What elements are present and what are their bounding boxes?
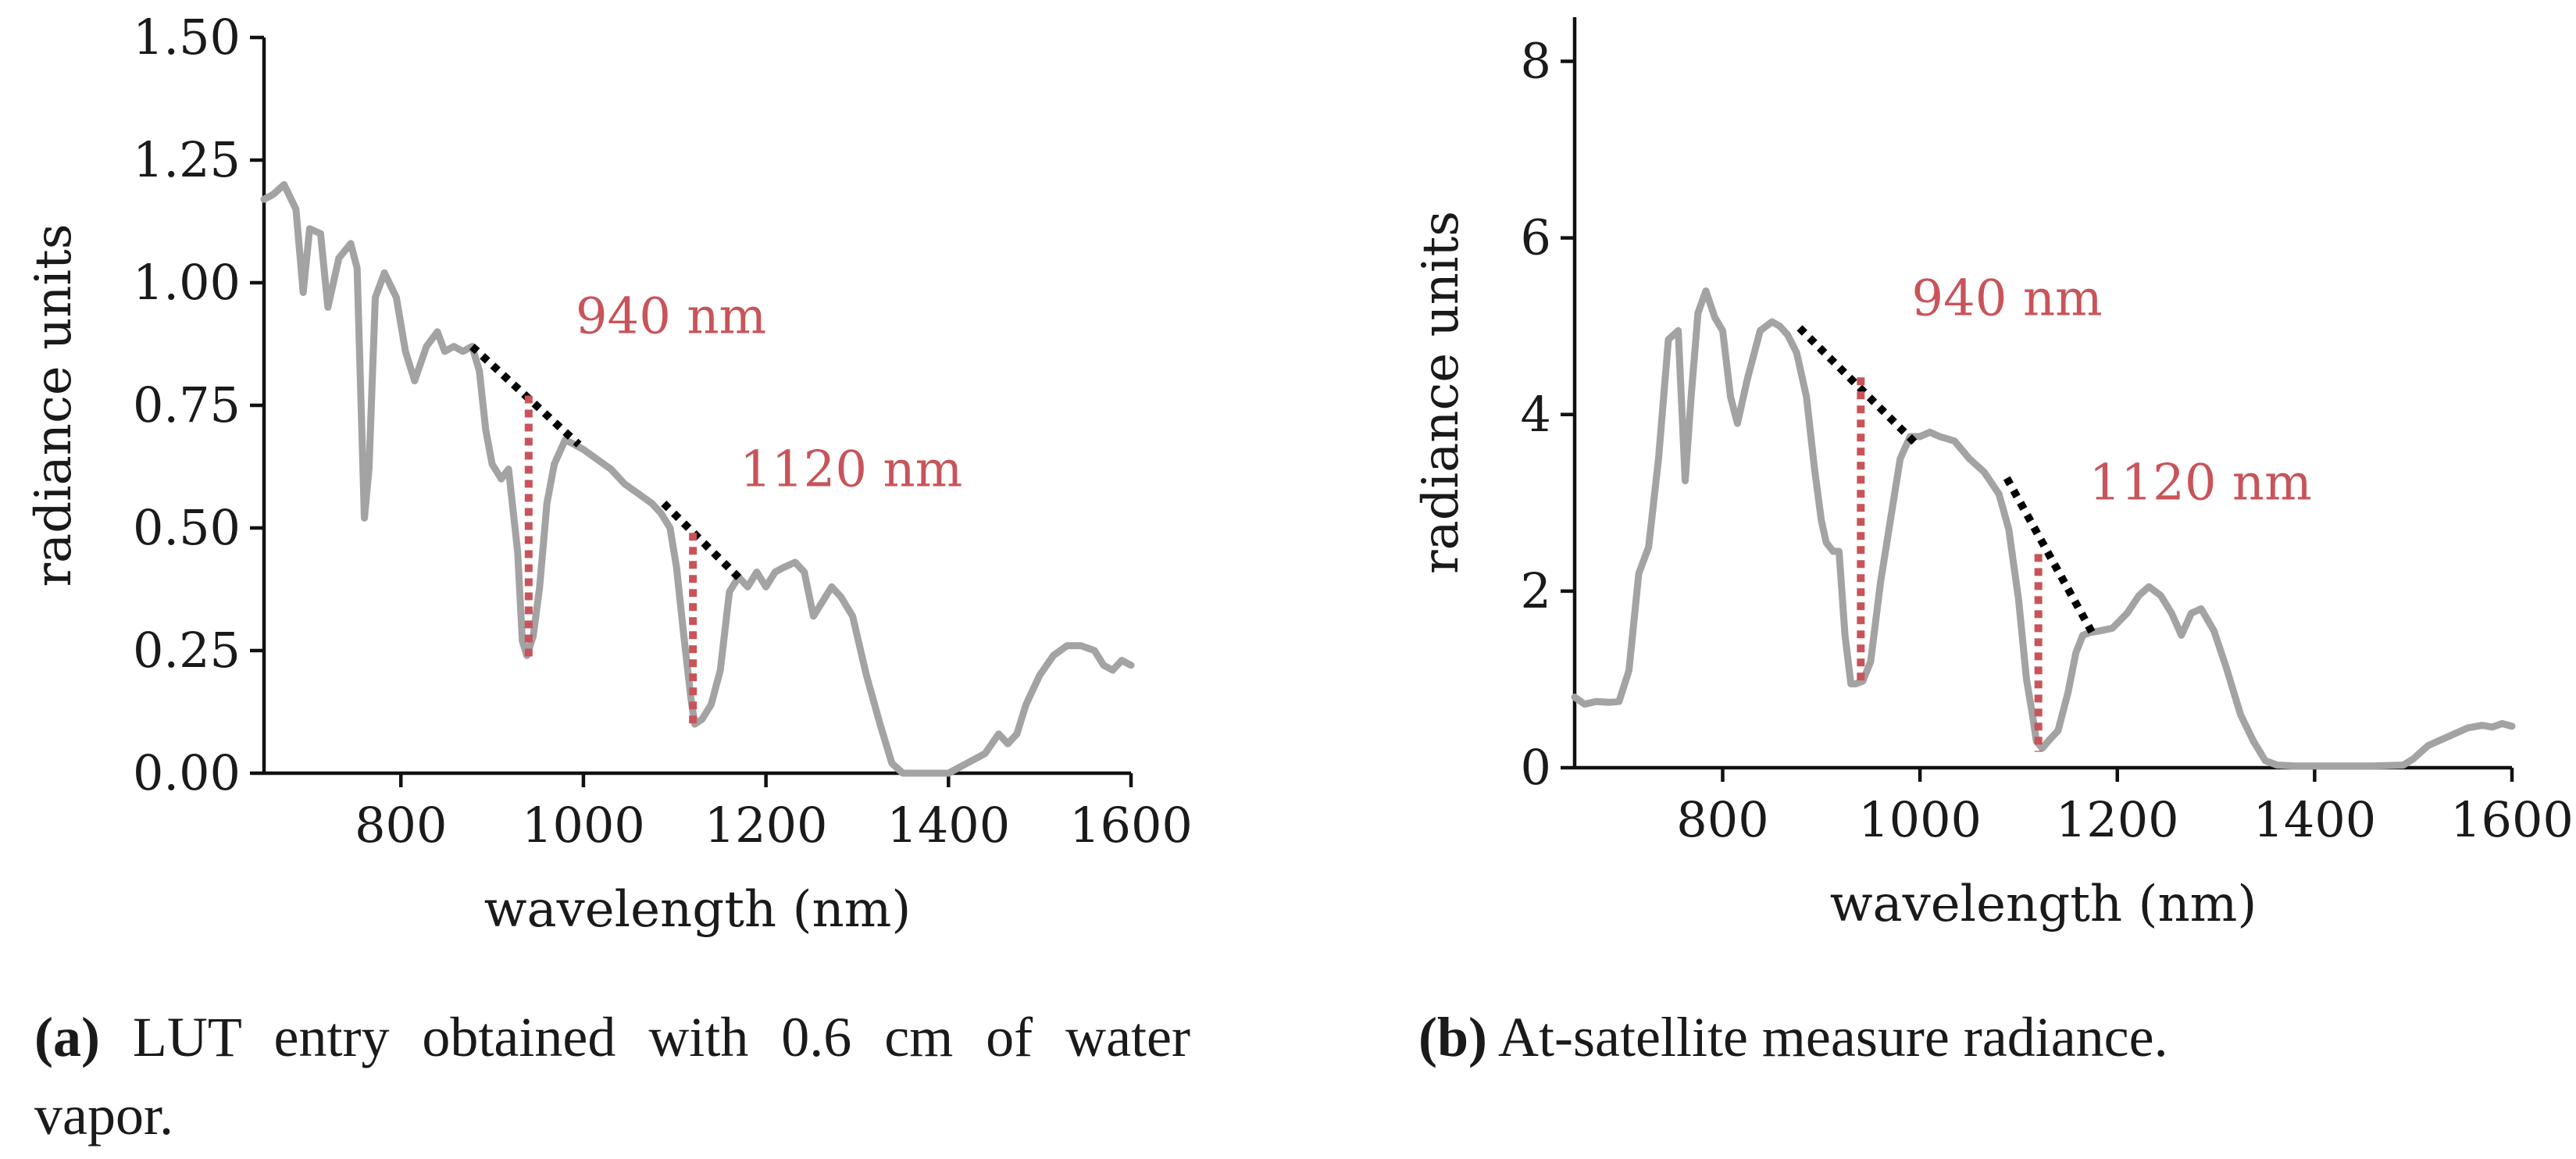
caption-b-text: At-satellite measure radiance. bbox=[1487, 1006, 2168, 1068]
x-tick-label: 800 bbox=[1676, 791, 1768, 848]
y-tick-label: 4 bbox=[1521, 386, 1551, 443]
caption-b: (b) At-satellite measure radiance. bbox=[1418, 998, 2512, 1076]
x-tick-label: 1200 bbox=[705, 797, 828, 854]
y-tick-label: 1.25 bbox=[133, 131, 241, 188]
band-annotation: 940 nm bbox=[576, 287, 766, 345]
y-tick-label: 0.75 bbox=[133, 376, 241, 433]
y-tick-label: 8 bbox=[1521, 33, 1551, 90]
x-tick-label: 1400 bbox=[2253, 791, 2376, 848]
caption-b-tag: (b) bbox=[1418, 1006, 1487, 1068]
x-tick-label: 1600 bbox=[2450, 791, 2574, 848]
band-annotation: 940 nm bbox=[1911, 269, 2102, 327]
radiance-series-line bbox=[1571, 287, 2516, 770]
y-tick-label: 0.25 bbox=[133, 622, 241, 679]
y-tick-label: 2 bbox=[1521, 562, 1551, 619]
y-tick-label: 1.00 bbox=[133, 254, 241, 311]
band-annotation: 1120 nm bbox=[2089, 454, 2312, 512]
y-tick-label: 0.00 bbox=[133, 744, 241, 801]
radiance-series-line bbox=[260, 180, 1135, 777]
continuum-dotted-line bbox=[661, 501, 746, 585]
x-tick-label: 1000 bbox=[1858, 791, 1982, 848]
x-tick-label: 1000 bbox=[522, 797, 645, 854]
caption-a-text: LUT entry obtained with 0.6 cm of water … bbox=[34, 1006, 1190, 1147]
x-tick-label: 800 bbox=[355, 797, 447, 854]
y-tick-label: 0.50 bbox=[133, 499, 241, 556]
x-axis-label: wavelength (nm) bbox=[1830, 875, 2257, 933]
y-tick-label: 6 bbox=[1521, 209, 1551, 266]
panel-b-chart: 800 1000 1200 1400 1600 0 2 4 6 8 wavelength (nm) r… bbox=[1412, 17, 2574, 933]
y-tick-label: 0 bbox=[1521, 739, 1551, 796]
y-axis-label: radiance units bbox=[25, 223, 83, 587]
panel-a-chart: 800 1000 1200 1400 1600 0.00 0.25 0.50 0.75 1.00 1… bbox=[25, 9, 1193, 939]
caption-a: (a) LUT entry obtained with 0.6 cm of wa… bbox=[34, 998, 1190, 1154]
y-axis-label: radiance units bbox=[1412, 211, 1470, 574]
x-axis-label: wavelength (nm) bbox=[484, 881, 912, 939]
x-tick-label: 1600 bbox=[1069, 797, 1193, 854]
x-tick-label: 1200 bbox=[2056, 791, 2179, 848]
x-tick-label: 1400 bbox=[887, 797, 1010, 854]
band-annotation: 1120 nm bbox=[740, 440, 962, 498]
y-tick-label: 1.50 bbox=[133, 9, 241, 66]
caption-a-tag: (a) bbox=[34, 1006, 100, 1068]
continuum-dotted-line bbox=[2003, 476, 2096, 636]
